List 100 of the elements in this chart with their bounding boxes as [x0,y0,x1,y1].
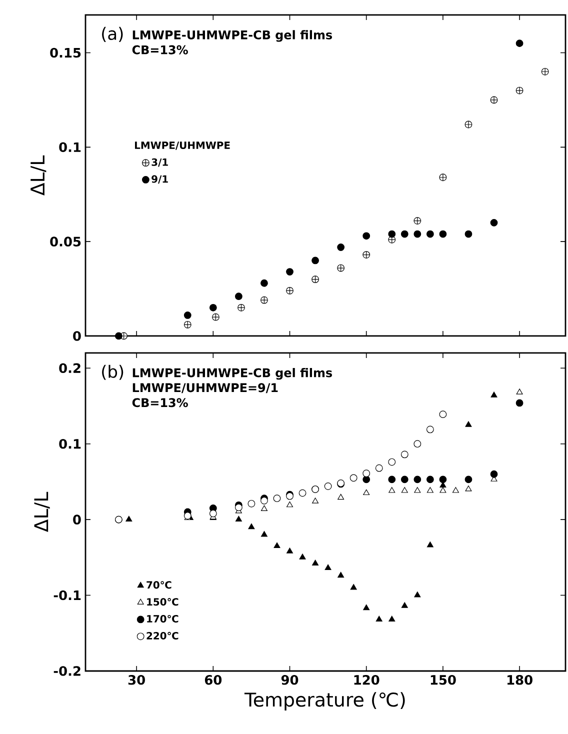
point [464,120,472,128]
point [490,218,498,226]
y-tick-label: 0 [73,331,81,341]
legend-label: 150℃ [147,598,178,606]
point [338,572,344,578]
point [388,230,396,238]
legend-label: 70℃ [146,581,172,589]
x-tick-label: 120 [354,675,380,685]
y-tick-label: 0 [73,514,81,524]
x-tick-label: 150 [430,675,456,685]
x-tick-label: 60 [204,675,222,685]
annotation: LMWPE/UHMWPE=9/1 [132,383,278,394]
point [426,487,434,493]
point [324,564,332,570]
x-tick-label: 180 [507,675,532,685]
x-tick-label: 90 [281,675,298,685]
point [362,476,370,484]
point [464,476,472,484]
y-tick-label: -0.1 [54,590,81,600]
point [274,542,280,548]
point [490,470,498,478]
point [490,392,498,398]
point [184,312,192,319]
point [248,523,255,530]
point [516,388,523,394]
x-tick-label: 30 [128,675,145,685]
point [414,217,422,225]
y-tick-label: 0.15 [50,48,81,58]
point [260,279,268,287]
annotation: (a) [102,26,123,42]
point [439,174,447,182]
point [401,602,408,608]
point [464,230,472,238]
point [363,489,370,496]
point [126,516,132,522]
point [337,264,345,272]
point [426,230,434,238]
point [541,68,549,76]
x-axis-title: Temperature (℃) [244,692,405,710]
point [401,487,408,493]
point [414,487,421,493]
point [235,516,242,522]
point [209,510,217,518]
point [338,494,344,500]
annotation: CB=13% [132,398,188,408]
point [362,251,370,258]
point [350,584,357,590]
legend-label: 170℃ [147,614,178,623]
annotation: LMWPE-UHMWPE-CB gel films [132,30,332,42]
point [260,505,268,511]
annotation: CB=13% [132,45,188,54]
point [299,554,306,560]
point [184,320,192,328]
point [414,230,422,238]
point [388,487,396,493]
y-axis-title: ΔL/L [34,492,50,532]
point [439,476,447,484]
point [452,487,459,493]
point [516,40,524,48]
point [114,332,122,340]
y-tick-label: 0.2 [59,363,80,374]
point [400,230,408,238]
y-tick-label: 0.1 [59,142,81,152]
point [516,399,524,407]
point [388,476,396,484]
point [286,286,294,294]
point [465,486,472,492]
point [312,498,319,504]
annotation: (b) [102,364,124,380]
y-tick-label: -0.2 [54,666,80,676]
legend-title: LMWPE/UHMWPE [135,142,230,150]
point [260,296,268,304]
point [363,604,370,610]
y-tick-label: 0.05 [50,236,81,246]
point [312,256,319,264]
point [440,487,446,493]
point [337,244,345,251]
point [209,304,217,312]
point [286,548,293,554]
legend-label: 3/1 [152,158,168,167]
point [490,96,498,104]
point [260,531,268,537]
point [312,560,319,566]
point [439,230,447,238]
y-tick-label: 0.1 [59,438,81,449]
legend-label: 9/1 [152,175,168,184]
point [426,476,434,484]
point [414,592,421,598]
legend-label: 220℃ [146,632,178,640]
point [312,276,319,284]
point [388,616,396,622]
point [234,292,242,300]
point [465,421,472,427]
point [400,476,408,484]
annotation: LMWPE-UHMWPE-CB gel films [132,368,332,380]
point [414,476,422,484]
point [238,304,245,312]
point [362,232,370,240]
point [212,313,220,321]
point [426,542,434,548]
